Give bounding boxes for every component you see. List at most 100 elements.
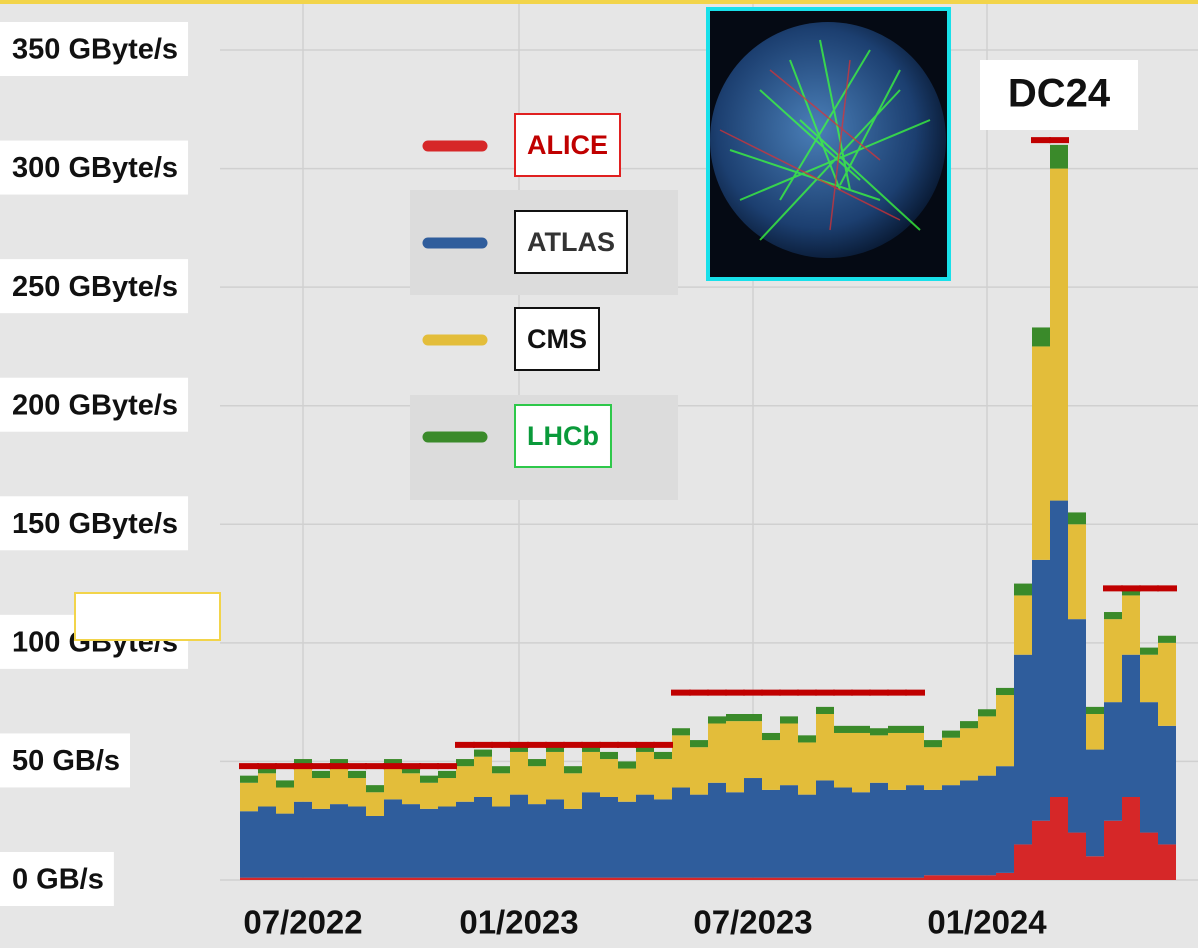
bar-segment	[1140, 648, 1158, 655]
bar-segment	[870, 878, 888, 880]
bar-segment	[690, 795, 708, 878]
bar-segment	[1014, 844, 1032, 880]
bar-segment	[420, 776, 438, 783]
bar-segment	[924, 875, 942, 880]
bar-segment	[420, 809, 438, 878]
bar-segment	[1068, 833, 1086, 880]
bar-segment	[1032, 346, 1050, 559]
bar-segment	[708, 723, 726, 782]
bar-segment	[564, 809, 582, 878]
bar-segment	[384, 799, 402, 877]
legend-label: LHCb	[527, 421, 599, 451]
bar-segment	[672, 735, 690, 787]
bar-segment	[330, 878, 348, 880]
bar-segment	[528, 878, 546, 880]
bar-segment	[438, 771, 456, 778]
bar-segment	[348, 771, 366, 778]
bar-segment	[474, 878, 492, 880]
bar-segment	[402, 773, 420, 804]
bar-segment	[1014, 584, 1032, 596]
bar-segment	[618, 761, 636, 768]
x-tick-label: 07/2023	[693, 904, 812, 941]
x-tick-label: 01/2023	[459, 904, 578, 941]
bar-segment	[366, 878, 384, 880]
y-tick-label: 150 GByte/s	[12, 508, 178, 540]
bar-segment	[438, 778, 456, 806]
bar-segment	[942, 731, 960, 738]
bar-segment	[798, 742, 816, 794]
bar-segment	[870, 783, 888, 878]
bar-segment	[1086, 750, 1104, 857]
bar-segment	[852, 878, 870, 880]
bar-segment	[1014, 655, 1032, 845]
bar-segment	[1158, 844, 1176, 880]
bar-segment	[672, 878, 690, 880]
bar-segment	[1086, 856, 1104, 880]
bar-segment	[366, 785, 384, 792]
bar-segment	[690, 740, 708, 747]
bar-segment	[474, 797, 492, 878]
bar-segment	[1104, 821, 1122, 880]
globe-image	[708, 9, 949, 279]
bar-segment	[294, 802, 312, 878]
bar-segment	[960, 721, 978, 728]
bar-segment	[402, 878, 420, 880]
bar-segment	[906, 733, 924, 785]
bar-segment	[1158, 636, 1176, 643]
bar-segment	[708, 783, 726, 878]
bar-segment	[708, 878, 726, 880]
bar-segment	[798, 795, 816, 878]
bar-segment	[744, 778, 762, 878]
bar-segment	[618, 802, 636, 878]
bar-segment	[816, 714, 834, 780]
bar-segment	[600, 752, 618, 759]
bar-segment	[456, 802, 474, 878]
bar-segment	[726, 878, 744, 880]
bar-segment	[780, 716, 798, 723]
bar-segment	[852, 726, 870, 733]
y-tick-label: 50 GB/s	[12, 745, 120, 777]
bar-segment	[312, 778, 330, 809]
bar-segment	[510, 795, 528, 878]
bar-segment	[762, 790, 780, 878]
bar-segment	[546, 799, 564, 877]
y-tick-label: 200 GByte/s	[12, 389, 178, 421]
x-tick-label: 07/2022	[243, 904, 362, 941]
bar-segment	[780, 785, 798, 877]
bar-segment	[618, 878, 636, 880]
bar-segment	[654, 759, 672, 799]
bar-segment	[600, 759, 618, 797]
bar-segment	[276, 780, 294, 787]
bar-segment	[1068, 524, 1086, 619]
bar-segment	[852, 792, 870, 877]
bar-segment	[294, 878, 312, 880]
bar-segment	[276, 788, 294, 814]
bar-segment	[240, 783, 258, 811]
bar-segment	[942, 875, 960, 880]
bar-segment	[258, 773, 276, 806]
bar-segment	[294, 766, 312, 802]
bar-segment	[762, 740, 780, 790]
bar-segment	[312, 809, 330, 878]
bar-segment	[816, 707, 834, 714]
bar-segment	[438, 806, 456, 877]
bar-segment	[726, 721, 744, 792]
bar-segment	[996, 688, 1014, 695]
bar-segment	[960, 875, 978, 880]
bar-segment	[978, 875, 996, 880]
bar-segment	[978, 776, 996, 876]
top-border	[0, 0, 1198, 4]
bar-segment	[906, 878, 924, 880]
bar-segment	[492, 773, 510, 806]
bar-segment	[1050, 169, 1068, 501]
bar-segment	[798, 878, 816, 880]
bar-segment	[474, 757, 492, 797]
bar-segment	[564, 766, 582, 773]
bar-segment	[240, 878, 258, 880]
bar-segment	[1104, 619, 1122, 702]
bar-segment	[888, 878, 906, 880]
y-tick-label: 250 GByte/s	[12, 271, 178, 303]
bar-segment	[690, 878, 708, 880]
bar-segment	[1122, 655, 1140, 797]
bar-segment	[546, 752, 564, 799]
